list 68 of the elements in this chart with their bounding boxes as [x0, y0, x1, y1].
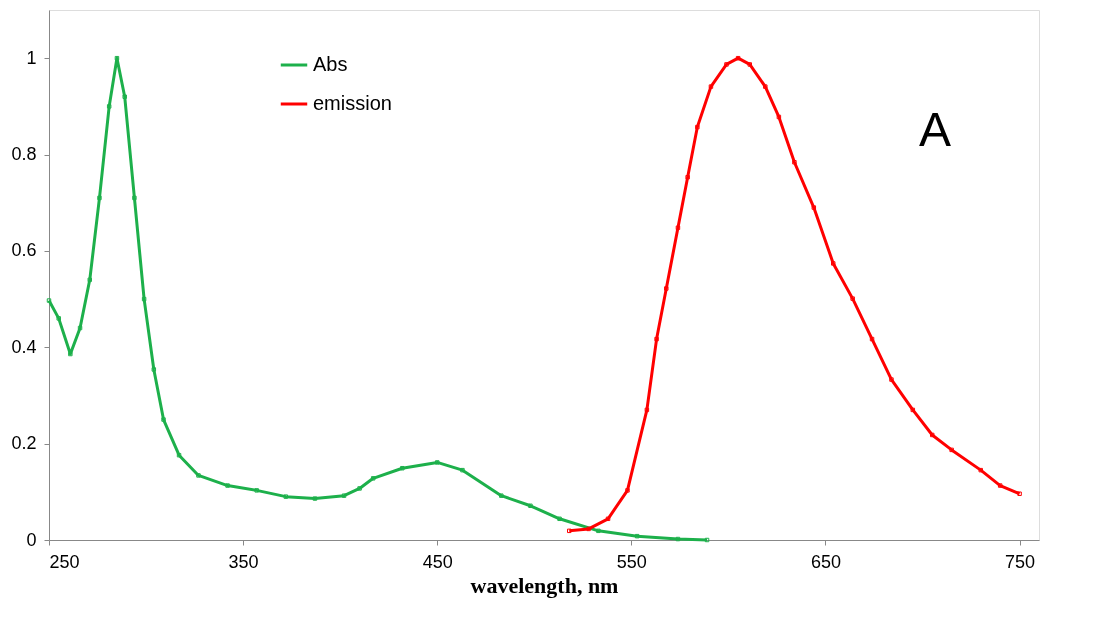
point [46, 298, 52, 303]
point [97, 195, 102, 201]
point [930, 432, 935, 438]
point [283, 494, 289, 499]
y-tick-label: 1 [26, 47, 37, 68]
y-tick-label: 0 [26, 529, 37, 550]
point [708, 84, 714, 89]
point [747, 62, 752, 67]
point [114, 55, 120, 61]
point [196, 473, 201, 478]
point [792, 160, 797, 165]
point [695, 124, 700, 130]
point [56, 316, 61, 321]
point [664, 286, 669, 291]
point [151, 367, 157, 372]
point [634, 533, 640, 539]
point [978, 467, 983, 473]
point [132, 195, 137, 201]
point [685, 174, 690, 180]
y-tick-label: 0.4 [11, 336, 37, 357]
point [68, 351, 73, 357]
legend-label: Abs [313, 53, 348, 75]
point [400, 465, 405, 471]
point [724, 62, 729, 67]
point [161, 417, 166, 422]
point [460, 467, 465, 473]
point [176, 452, 182, 458]
x-tick-label: 350 [228, 551, 259, 572]
x-tick-label: 250 [49, 551, 80, 572]
point [735, 55, 741, 61]
line-series [567, 55, 1022, 534]
x-axis-title: wavelength, nm [470, 572, 619, 598]
point [254, 488, 259, 493]
point [586, 526, 591, 532]
point [889, 377, 894, 382]
point [605, 516, 611, 522]
point [341, 493, 347, 498]
point [1017, 491, 1022, 496]
point [312, 496, 318, 501]
point [850, 296, 855, 301]
point [557, 516, 562, 522]
point [87, 277, 92, 283]
annotation: A [919, 102, 952, 156]
y-tick-label: 0.8 [11, 144, 37, 165]
point [997, 483, 1003, 488]
point [910, 407, 916, 413]
line-series [46, 55, 710, 543]
point [811, 205, 817, 210]
point [106, 104, 112, 109]
point [225, 483, 230, 488]
point [654, 336, 659, 342]
x-tick-label: 550 [616, 551, 647, 572]
x-tick-label: 650 [810, 551, 841, 572]
point [949, 447, 954, 453]
point [763, 84, 768, 89]
point [596, 528, 601, 534]
point [625, 488, 630, 493]
point [831, 261, 836, 266]
y-tick-label: 0.2 [11, 433, 37, 454]
point [370, 476, 376, 481]
x-tick-label: 750 [1005, 551, 1036, 572]
legend-label: emission [313, 92, 392, 114]
x-tick-label: 450 [422, 551, 453, 572]
point [528, 503, 533, 509]
point [567, 528, 572, 534]
y-tick-label: 0.6 [11, 240, 37, 261]
point [122, 94, 127, 99]
point [675, 225, 681, 231]
